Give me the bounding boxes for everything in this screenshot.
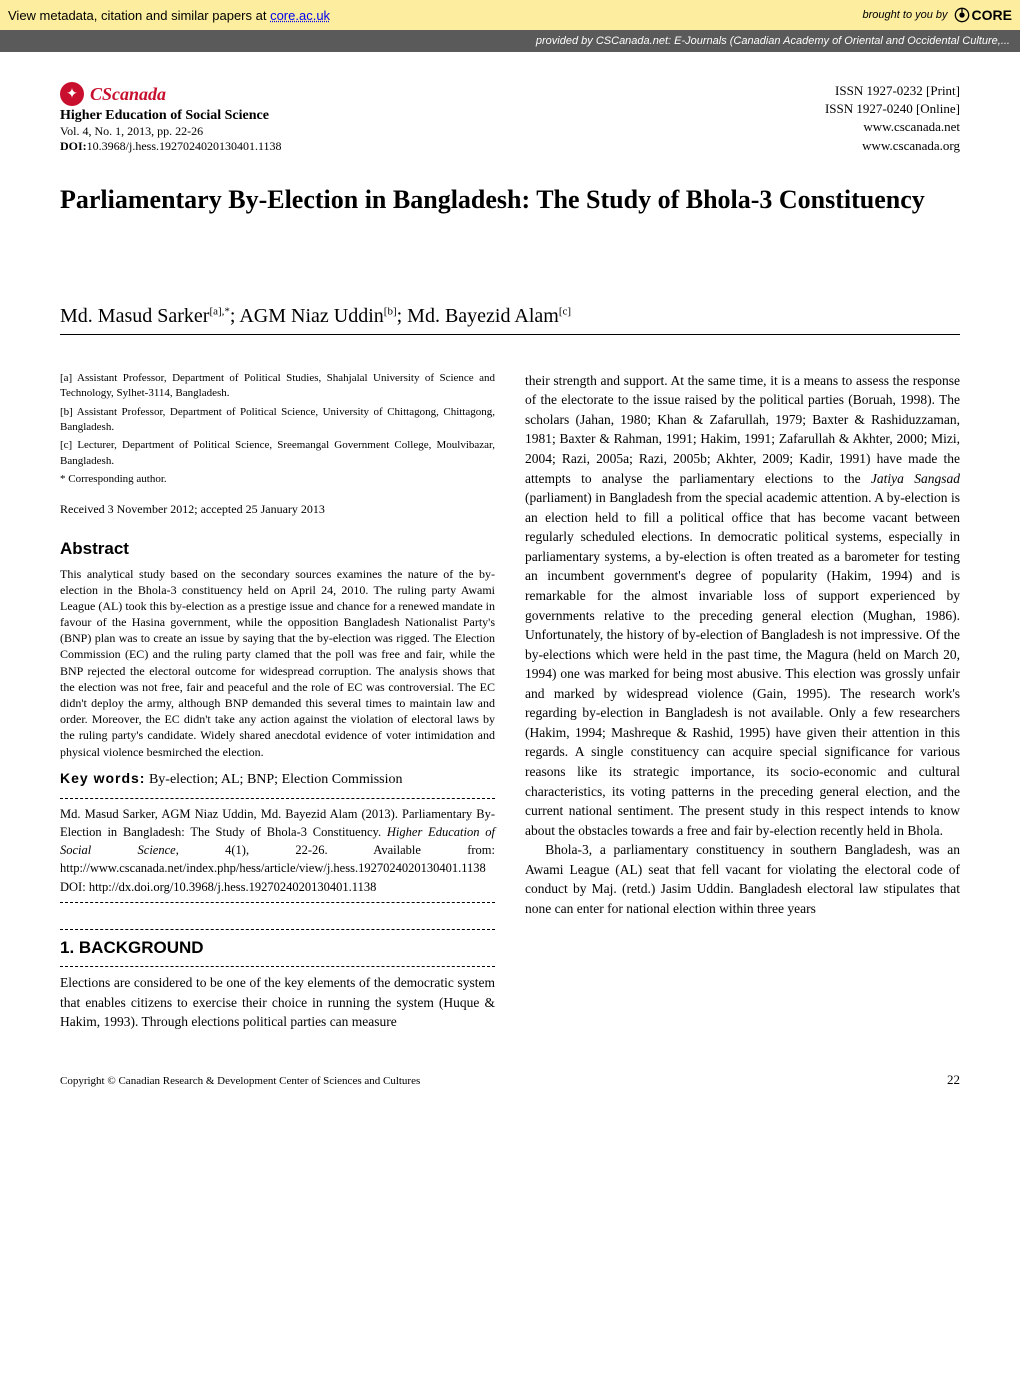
keywords-label: Key words:	[60, 770, 145, 786]
core-brand-text: CORE	[972, 7, 1012, 23]
issn-print: ISSN 1927-0232 [Print]	[825, 82, 960, 100]
journal-title: Higher Education of Social Science	[60, 108, 282, 124]
page-footer: Copyright © Canadian Research & Developm…	[0, 1072, 1020, 1108]
provider-bar: provided by CSCanada.net: E-Journals (Ca…	[0, 30, 1020, 52]
core-icon	[954, 7, 970, 23]
core-logo[interactable]: CORE	[954, 7, 1012, 23]
issn-block: ISSN 1927-0232 [Print] ISSN 1927-0240 [O…	[825, 82, 960, 155]
page-content: ✦ CScanada Higher Education of Social Sc…	[0, 52, 1020, 1072]
background-heading: 1. BACKGROUND	[60, 936, 495, 961]
metadata-text: View metadata, citation and similar pape…	[8, 8, 330, 23]
brought-by-block: brought to you by CORE	[863, 7, 1012, 23]
publisher-name: CScanada	[90, 84, 166, 105]
doi-text: DOI:10.3968/j.hess.1927024020130401.1138	[60, 139, 282, 154]
background-left-para: Elections are considered to be one of th…	[60, 973, 495, 1032]
background-right-para1: their strength and support. At the same …	[525, 371, 960, 841]
publisher-logo: ✦ CScanada	[60, 82, 282, 106]
journal-header: ✦ CScanada Higher Education of Social Sc…	[60, 82, 960, 155]
corresponding-author: * Corresponding author.	[60, 472, 495, 487]
keywords-text: By-election; AL; BNP; Election Commissio…	[145, 772, 402, 787]
background-right-para2: Bhola-3, a parliamentary constituency in…	[525, 840, 960, 918]
two-column-body: [a] Assistant Professor, Department of P…	[60, 371, 960, 1032]
publisher-block: ✦ CScanada Higher Education of Social Sc…	[60, 82, 282, 154]
citation-block: Md. Masud Sarker, AGM Niaz Uddin, Md. Ba…	[60, 805, 495, 896]
authors-line: Md. Masud Sarker[a],*; AGM Niaz Uddin[b]…	[60, 305, 960, 335]
divider-dashed	[60, 966, 495, 967]
brought-by-label: brought to you by	[863, 9, 948, 21]
affiliation-c: [c] Lecturer, Department of Political Sc…	[60, 438, 495, 469]
abstract-text: This analytical study based on the secon…	[60, 566, 495, 760]
core-link[interactable]: core.ac.uk	[270, 8, 330, 23]
url-org: www.cscanada.org	[825, 137, 960, 155]
maple-leaf-icon: ✦	[60, 82, 84, 106]
issn-online: ISSN 1927-0240 [Online]	[825, 100, 960, 118]
metadata-topbar: View metadata, citation and similar pape…	[0, 0, 1020, 30]
right-column: their strength and support. At the same …	[525, 371, 960, 1032]
abstract-heading: Abstract	[60, 537, 495, 562]
article-title: Parliamentary By-Election in Bangladesh:…	[60, 185, 960, 215]
affiliation-a: [a] Assistant Professor, Department of P…	[60, 371, 495, 402]
affiliation-b: [b] Assistant Professor, Department of P…	[60, 405, 495, 436]
copyright-text: Copyright © Canadian Research & Developm…	[60, 1075, 420, 1087]
dates: Received 3 November 2012; accepted 25 Ja…	[60, 501, 495, 518]
url-net: www.cscanada.net	[825, 118, 960, 136]
divider-dashed	[60, 929, 495, 930]
volume-info: Vol. 4, No. 1, 2013, pp. 22-26	[60, 124, 282, 139]
provider-text: provided by CSCanada.net: E-Journals (Ca…	[536, 35, 1010, 47]
meta-prefix: View metadata, citation and similar pape…	[8, 8, 270, 23]
left-column: [a] Assistant Professor, Department of P…	[60, 371, 495, 1032]
divider-dashed	[60, 798, 495, 799]
page-number: 22	[947, 1072, 960, 1088]
keywords-line: Key words: By-election; AL; BNP; Electio…	[60, 768, 495, 790]
divider-dashed	[60, 902, 495, 903]
